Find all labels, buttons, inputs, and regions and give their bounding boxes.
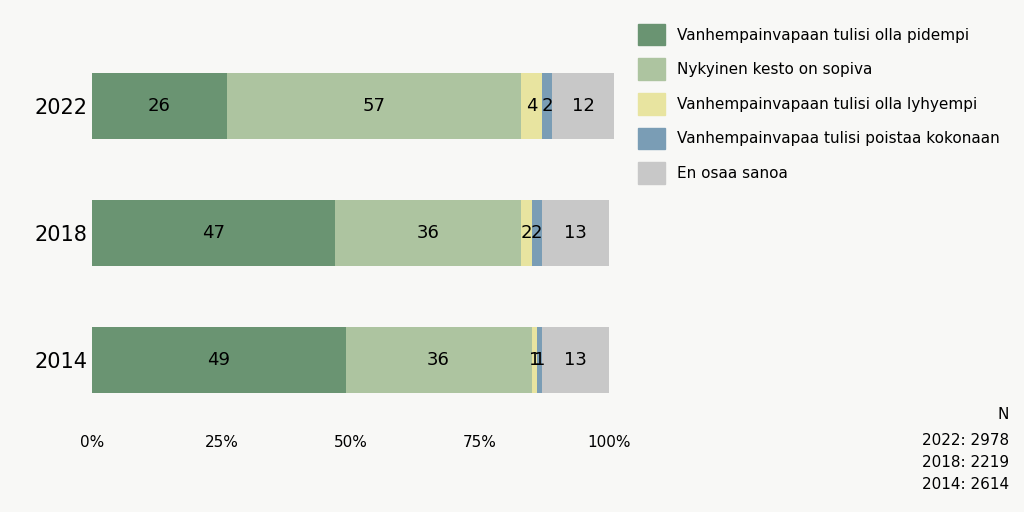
Text: 2: 2 xyxy=(531,224,543,242)
Text: 57: 57 xyxy=(362,97,385,115)
Text: 12: 12 xyxy=(572,97,595,115)
Text: 1: 1 xyxy=(528,351,540,369)
Text: N: N xyxy=(997,408,1009,422)
Bar xyxy=(92,327,345,393)
Text: 13: 13 xyxy=(564,224,587,242)
Bar xyxy=(531,200,542,266)
Bar xyxy=(521,73,542,139)
Bar xyxy=(345,327,531,393)
Text: 2022: 2978: 2022: 2978 xyxy=(922,433,1009,448)
Text: 36: 36 xyxy=(417,224,439,242)
Text: 1: 1 xyxy=(534,351,545,369)
Bar xyxy=(521,200,531,266)
Text: 49: 49 xyxy=(207,351,230,369)
Bar xyxy=(552,73,614,139)
Bar xyxy=(531,327,537,393)
Bar xyxy=(335,200,521,266)
Text: 2: 2 xyxy=(542,97,553,115)
Legend: Vanhempainvapaan tulisi olla pidempi, Nykyinen kesto on sopiva, Vanhempainvapaan: Vanhempainvapaan tulisi olla pidempi, Ny… xyxy=(638,24,1000,184)
Bar xyxy=(542,200,609,266)
Text: 47: 47 xyxy=(202,224,225,242)
Text: 26: 26 xyxy=(147,97,171,115)
Bar xyxy=(542,327,609,393)
Text: 2: 2 xyxy=(521,224,532,242)
Bar xyxy=(226,73,521,139)
Text: 13: 13 xyxy=(564,351,587,369)
Text: 2018: 2219: 2018: 2219 xyxy=(922,455,1009,470)
Text: 36: 36 xyxy=(427,351,450,369)
Text: 2014: 2614: 2014: 2614 xyxy=(922,477,1009,492)
Bar xyxy=(537,327,542,393)
Bar xyxy=(92,200,335,266)
Bar xyxy=(542,73,552,139)
Text: 4: 4 xyxy=(526,97,538,115)
Bar xyxy=(92,73,226,139)
